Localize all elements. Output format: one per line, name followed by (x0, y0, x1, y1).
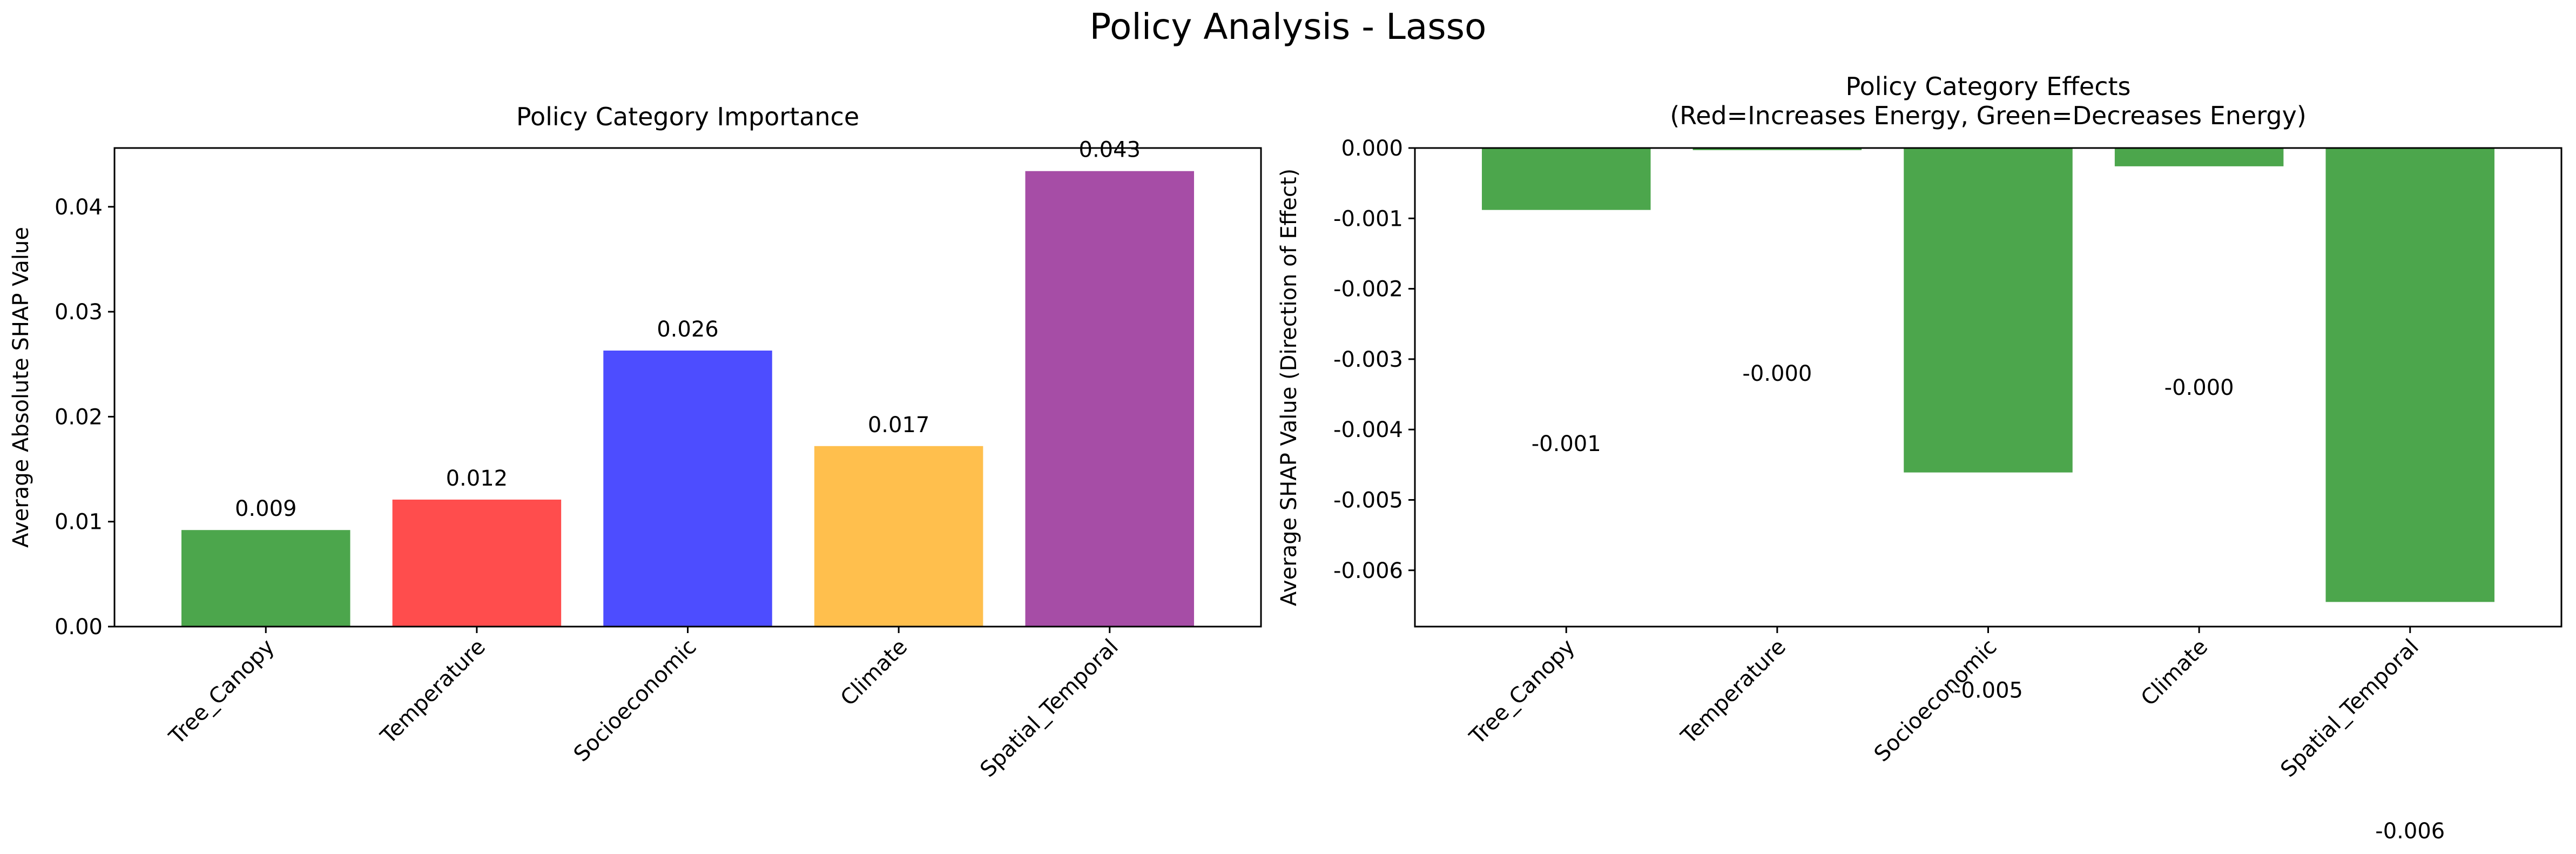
bar-value-label: -0.005 (1953, 678, 2023, 703)
effects-chart: Policy Category Effects(Red=Increases En… (1277, 72, 2562, 844)
x-tick-label: Climate (836, 635, 912, 711)
bar-value-label: -0.001 (1532, 432, 1601, 456)
x-tick-label: Spatial_Temporal (975, 635, 1123, 783)
bar-socioeconomic (603, 350, 772, 627)
x-tick-label: Temperature (376, 635, 490, 749)
y-tick-label: 0.000 (1341, 136, 1403, 161)
y-tick-label: 0.03 (55, 300, 103, 325)
bar-tree-canopy (1481, 148, 1651, 210)
bar-value-label: -0.000 (1742, 361, 1812, 386)
bar-spatial-temporal (1025, 171, 1195, 627)
bar-value-label: -0.006 (2375, 819, 2445, 844)
y-tick-label: -0.003 (1333, 347, 1403, 372)
y-tick-label: 0.04 (55, 195, 103, 220)
y-tick-label: -0.006 (1333, 559, 1403, 583)
x-tick-label: Spatial_Temporal (2276, 635, 2424, 783)
x-tick-label: Tree_Canopy (164, 635, 279, 750)
x-tick-label: Socioeconomic (569, 635, 702, 767)
y-tick-label: -0.005 (1333, 488, 1403, 513)
y-tick-label: -0.004 (1333, 418, 1403, 442)
bar-temperature (392, 499, 562, 627)
figure-title: Policy Analysis - Lasso (1090, 6, 1487, 48)
bar-value-label: 0.017 (868, 413, 930, 438)
x-tick-label: Climate (2136, 635, 2213, 711)
y-axis-label: Average SHAP Value (Direction of Effect) (1277, 169, 1302, 606)
bar-socioeconomic (1904, 148, 2073, 473)
bar-value-label: -0.000 (2164, 375, 2234, 400)
chart-title-line: Policy Category Effects (1845, 72, 2130, 101)
bar-temperature (1692, 148, 1862, 150)
x-tick-label: Tree_Canopy (1465, 635, 1580, 750)
bar-value-label: 0.043 (1079, 138, 1141, 163)
bar-climate (814, 446, 983, 627)
y-axis-label: Average Absolute SHAP Value (9, 227, 33, 548)
bar-value-label: 0.009 (235, 496, 297, 521)
bar-spatial-temporal (2325, 148, 2495, 602)
bar-climate (2114, 148, 2284, 166)
bar-value-label: 0.026 (657, 317, 719, 342)
chart-title-line: (Red=Increases Energy, Green=Decreases E… (1670, 101, 2307, 130)
bar-value-label: 0.012 (446, 466, 508, 491)
x-tick-label: Temperature (1676, 635, 1791, 749)
y-tick-label: 0.00 (55, 615, 103, 640)
chart-title-line: Policy Category Importance (516, 102, 859, 131)
importance-chart: Policy Category Importance Average Absolu… (9, 102, 1262, 783)
y-tick-label: 0.02 (55, 405, 103, 429)
bar-tree-canopy (181, 530, 350, 627)
y-tick-label: -0.002 (1333, 277, 1403, 302)
y-tick-label: -0.001 (1333, 206, 1403, 231)
y-tick-label: 0.01 (55, 510, 103, 535)
